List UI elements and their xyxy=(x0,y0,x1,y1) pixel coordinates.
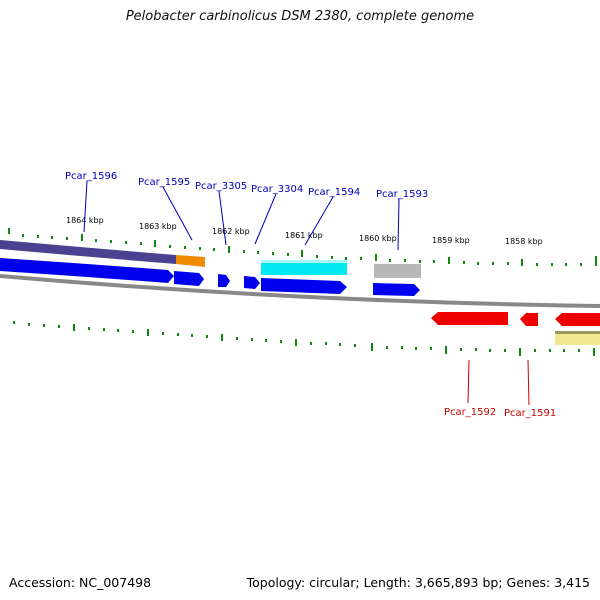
feature-band-yellow-edge xyxy=(555,331,600,334)
gene-label-pcar-1593[interactable]: Pcar_1593 xyxy=(376,189,428,200)
reverse-gene-arrow[interactable] xyxy=(431,312,508,325)
accession-label: Accession: NC_007498 xyxy=(9,575,152,590)
gene-label-pcar-1594[interactable]: Pcar_1594 xyxy=(308,187,360,198)
scale-label: 1860 kbp xyxy=(359,234,397,243)
feature-band-purple[interactable] xyxy=(0,240,176,264)
gene-label-pcar-1596[interactable]: Pcar_1596 xyxy=(65,171,117,182)
scale-label: 1862 kbp xyxy=(212,227,250,236)
topology-label: Topology: circular; Length: 3,665,893 bp… xyxy=(246,575,590,590)
forward-gene-arrow[interactable] xyxy=(261,278,347,294)
scale-label: 1858 kbp xyxy=(505,237,543,246)
feature-band-cyan-highlight xyxy=(261,260,347,263)
feature-band-cyan[interactable] xyxy=(261,260,347,275)
reverse-gene-track xyxy=(431,312,600,326)
leader-line xyxy=(304,196,334,246)
feature-band-orange[interactable] xyxy=(176,255,205,267)
leader-line xyxy=(218,190,227,246)
reverse-gene-arrow[interactable] xyxy=(555,313,600,326)
forward-gene-arrow[interactable] xyxy=(0,258,174,283)
reverse-gene-labels: Pcar_1592 Pcar_1591 xyxy=(444,359,556,419)
leader-line xyxy=(527,359,530,406)
gene-label-pcar-3305[interactable]: Pcar_3305 xyxy=(195,181,247,192)
genome-title: Pelobacter carbinolicus DSM 2380, comple… xyxy=(125,9,475,24)
leader-line xyxy=(467,359,470,404)
scale-label: 1861 kbp xyxy=(285,231,323,240)
leader-line xyxy=(83,180,88,233)
forward-gene-labels: Pcar_1596 Pcar_1595 Pcar_3305 Pcar_3304 … xyxy=(65,171,428,251)
leader-line xyxy=(254,193,277,245)
feature-band-gray[interactable] xyxy=(374,264,421,278)
scale-labels: 1864 kbp 1863 kbp 1862 kbp 1861 kbp 1860… xyxy=(66,216,543,246)
forward-gene-arrow[interactable] xyxy=(244,276,260,289)
forward-gene-track xyxy=(0,258,420,296)
forward-gene-arrow[interactable] xyxy=(373,283,420,296)
forward-gene-arrow[interactable] xyxy=(218,274,230,287)
gene-label-pcar-1591[interactable]: Pcar_1591 xyxy=(504,408,556,419)
feature-band-yellow[interactable] xyxy=(555,331,600,345)
scale-label: 1859 kbp xyxy=(432,236,470,245)
reverse-gene-arrow[interactable] xyxy=(520,313,538,326)
outer-tick-row xyxy=(8,228,597,266)
scale-label: 1863 kbp xyxy=(139,222,177,231)
gene-label-pcar-1595[interactable]: Pcar_1595 xyxy=(138,177,190,188)
forward-gene-arrow[interactable] xyxy=(174,271,204,286)
genome-backbone xyxy=(0,274,600,308)
gene-label-pcar-3304[interactable]: Pcar_3304 xyxy=(251,184,303,195)
leader-line xyxy=(162,186,193,241)
gene-label-pcar-1592[interactable]: Pcar_1592 xyxy=(444,407,496,418)
inner-tick-row xyxy=(13,321,595,356)
leader-line xyxy=(397,198,400,251)
